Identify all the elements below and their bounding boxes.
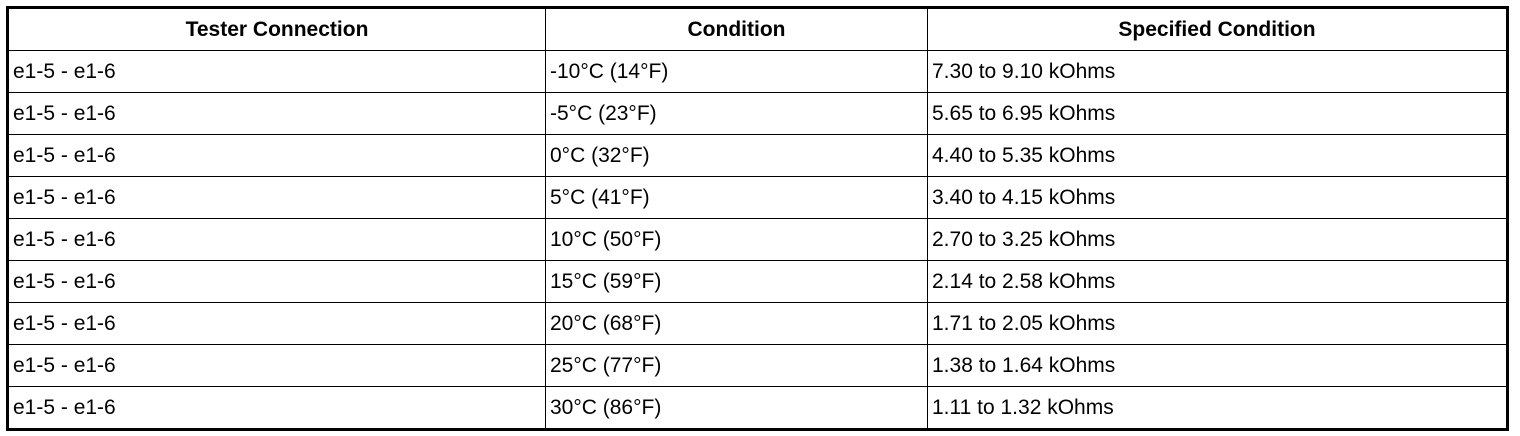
- table-row: e1-5 - e1-6 20°C (68°F) 1.71 to 2.05 kOhms: [7, 302, 1508, 345]
- table-cell: 2.14 to 2.58 kOhms: [927, 260, 1508, 303]
- table-cell: 7.30 to 9.10 kOhms: [927, 50, 1508, 93]
- table-cell: 2.70 to 3.25 kOhms: [927, 218, 1508, 261]
- table-cell: e1-5 - e1-6: [7, 344, 546, 387]
- table-cell: 25°C (77°F): [545, 344, 928, 387]
- table-cell: 5°C (41°F): [545, 176, 928, 219]
- table-cell: -5°C (23°F): [545, 92, 928, 135]
- table-cell: e1-5 - e1-6: [7, 92, 546, 135]
- table-cell: 1.71 to 2.05 kOhms: [927, 302, 1508, 345]
- table-cell: 3.40 to 4.15 kOhms: [927, 176, 1508, 219]
- table-cell: e1-5 - e1-6: [7, 302, 546, 345]
- table-cell: 1.11 to 1.32 kOhms: [927, 386, 1508, 430]
- table-cell: 5.65 to 6.95 kOhms: [927, 92, 1508, 135]
- table-row: e1-5 - e1-6 30°C (86°F) 1.11 to 1.32 kOhms: [7, 386, 1508, 430]
- table-cell: -10°C (14°F): [545, 50, 928, 93]
- table-row: e1-5 - e1-6 10°C (50°F) 2.70 to 3.25 kOhms: [7, 218, 1508, 261]
- table-cell: e1-5 - e1-6: [7, 218, 546, 261]
- header-cell: Tester Connection: [7, 7, 546, 51]
- table-cell: e1-5 - e1-6: [7, 386, 546, 430]
- table-cell: 1.38 to 1.64 kOhms: [927, 344, 1508, 387]
- table-cell: e1-5 - e1-6: [7, 260, 546, 303]
- table-cell: 10°C (50°F): [545, 218, 928, 261]
- table-row: e1-5 - e1-6 25°C (77°F) 1.38 to 1.64 kOhms: [7, 344, 1508, 387]
- table-row: e1-5 - e1-6 15°C (59°F) 2.14 to 2.58 kOhms: [7, 260, 1508, 303]
- table-cell: e1-5 - e1-6: [7, 134, 546, 177]
- table-cell: 20°C (68°F): [545, 302, 928, 345]
- table-row: e1-5 - e1-6 5°C (41°F) 3.40 to 4.15 kOhms: [7, 176, 1508, 219]
- spec-table: Tester Connection Condition Specified Cond…: [6, 6, 1509, 431]
- table-cell: 0°C (32°F): [545, 134, 928, 177]
- header-cell: Specified Condition: [927, 7, 1508, 51]
- header-row: Tester Connection Condition Specified Cond…: [7, 7, 1508, 51]
- header-cell: Condition: [545, 7, 928, 51]
- table-row: e1-5 - e1-6 -10°C (14°F) 7.30 to 9.10 kOhm…: [7, 50, 1508, 93]
- table-row: e1-5 - e1-6 0°C (32°F) 4.40 to 5.35 kOhms: [7, 134, 1508, 177]
- table-row: e1-5 - e1-6 -5°C (23°F) 5.65 to 6.95 kOhms: [7, 92, 1508, 135]
- table-cell: e1-5 - e1-6: [7, 176, 546, 219]
- table-cell: 30°C (86°F): [545, 386, 928, 430]
- table-body: e1-5 - e1-6 -10°C (14°F) 7.30 to 9.10 kOhm…: [7, 50, 1508, 430]
- table-cell: 4.40 to 5.35 kOhms: [927, 134, 1508, 177]
- table-cell: 15°C (59°F): [545, 260, 928, 303]
- table-cell: e1-5 - e1-6: [7, 50, 546, 93]
